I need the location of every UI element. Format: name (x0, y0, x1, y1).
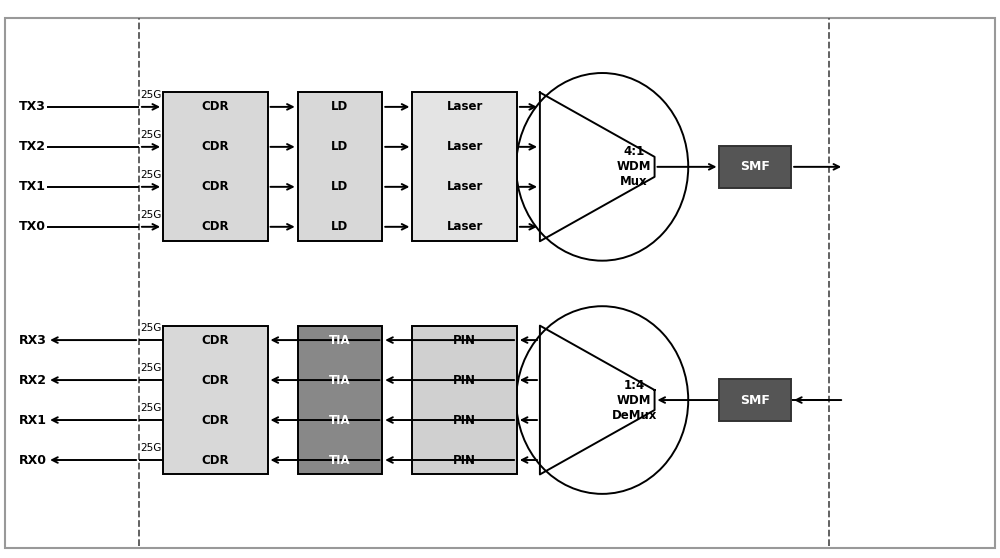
Text: Laser: Laser (446, 180, 483, 193)
Text: CDR: CDR (201, 220, 229, 233)
Text: RX3: RX3 (19, 334, 47, 347)
Text: CDR: CDR (201, 100, 229, 113)
Bar (163, 93, 268, 241)
Text: LD: LD (331, 141, 349, 153)
Text: Laser: Laser (446, 220, 483, 233)
Text: Laser: Laser (446, 100, 483, 113)
Text: 1:4
WDM
DeMux: 1:4 WDM DeMux (611, 378, 657, 421)
Text: PIN: PIN (453, 373, 476, 387)
Bar (298, 93, 382, 241)
Text: SMF: SMF (740, 393, 770, 407)
Text: CDR: CDR (201, 413, 229, 426)
Text: RX2: RX2 (19, 373, 47, 387)
Text: PIN: PIN (453, 413, 476, 426)
Text: TIA: TIA (329, 334, 351, 347)
Text: 4:1
WDM
Mux: 4:1 WDM Mux (617, 145, 651, 189)
Bar (719, 379, 791, 421)
Text: RX1: RX1 (19, 413, 47, 426)
Text: LD: LD (331, 220, 349, 233)
Text: 25G: 25G (140, 323, 162, 333)
Bar (719, 146, 791, 188)
Text: 25G: 25G (140, 403, 162, 413)
Text: 25G: 25G (140, 129, 162, 140)
Text: TX3: TX3 (19, 100, 46, 113)
Bar (412, 93, 517, 241)
Text: 25G: 25G (140, 363, 162, 373)
Text: CDR: CDR (201, 334, 229, 347)
Text: TX2: TX2 (19, 141, 46, 153)
Text: CDR: CDR (201, 373, 229, 387)
Text: Laser: Laser (446, 141, 483, 153)
Text: TIA: TIA (329, 454, 351, 466)
Text: 25G: 25G (140, 170, 162, 180)
Text: PIN: PIN (453, 454, 476, 466)
Bar (412, 326, 517, 474)
Text: 25G: 25G (140, 210, 162, 220)
Text: PIN: PIN (453, 334, 476, 347)
Text: RX0: RX0 (19, 454, 47, 466)
Text: SMF: SMF (740, 160, 770, 174)
Text: LD: LD (331, 100, 349, 113)
Text: TX1: TX1 (19, 180, 46, 193)
Bar (298, 326, 382, 474)
Text: TX0: TX0 (19, 220, 46, 233)
Text: TIA: TIA (329, 373, 351, 387)
Bar (163, 326, 268, 474)
Text: CDR: CDR (201, 454, 229, 466)
Text: TIA: TIA (329, 413, 351, 426)
Text: CDR: CDR (201, 180, 229, 193)
Text: LD: LD (331, 180, 349, 193)
Text: 25G: 25G (140, 443, 162, 453)
Text: CDR: CDR (201, 141, 229, 153)
Text: 25G: 25G (140, 90, 162, 100)
